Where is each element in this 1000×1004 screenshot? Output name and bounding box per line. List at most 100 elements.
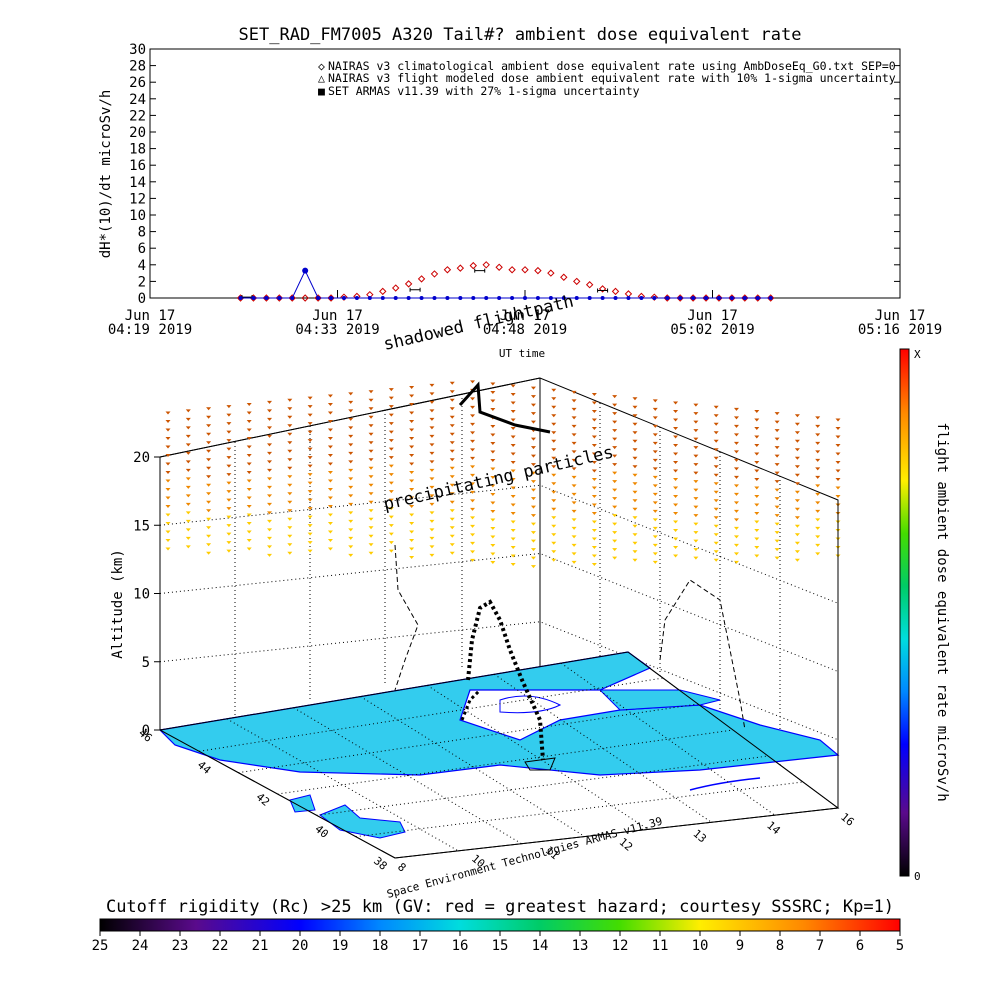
particle-marker	[246, 488, 252, 492]
particle-marker	[693, 480, 699, 484]
climatological-point	[417, 275, 426, 283]
climatological-point	[728, 294, 736, 302]
climatological-point	[301, 294, 309, 302]
particle-marker	[551, 473, 557, 477]
particle-marker	[307, 549, 313, 553]
y-tick-label: 24	[129, 92, 146, 108]
altitude-grid-line	[159, 552, 839, 672]
armas-point	[678, 296, 683, 300]
climatological-point	[534, 266, 542, 275]
particle-marker	[388, 541, 394, 545]
particle-marker	[713, 516, 719, 520]
particle-marker	[673, 512, 679, 516]
particle-marker	[388, 498, 394, 502]
particle-marker	[652, 458, 658, 462]
particle-marker	[470, 533, 476, 537]
particle-marker	[612, 531, 618, 535]
particle-marker	[551, 405, 557, 409]
particle-marker	[368, 492, 374, 496]
particle-marker	[388, 405, 394, 409]
rigidity-tick-label: 19	[332, 938, 349, 954]
particle-marker	[713, 499, 719, 503]
particle-marker	[206, 517, 212, 521]
climatological-point	[521, 266, 529, 274]
particle-marker	[246, 462, 252, 466]
particle-marker	[348, 434, 354, 438]
particle-marker	[815, 458, 821, 462]
particle-marker	[632, 397, 638, 401]
particle-marker	[267, 417, 273, 421]
particle-marker	[185, 545, 191, 549]
particle-marker	[632, 439, 638, 443]
particle-marker	[815, 552, 821, 556]
armas-point	[419, 296, 424, 300]
particle-marker	[246, 496, 252, 500]
particle-marker	[449, 449, 455, 453]
rigidity-tick-label: 14	[532, 938, 549, 954]
particle-marker	[348, 545, 354, 549]
particle-marker	[409, 403, 415, 407]
particle-marker	[510, 435, 516, 439]
particle-marker	[206, 475, 212, 479]
particle-marker	[409, 539, 415, 543]
particle-marker	[165, 445, 171, 449]
particle-marker	[510, 520, 516, 524]
particle-marker	[429, 519, 435, 523]
particle-marker	[226, 541, 232, 545]
armas-point	[406, 296, 411, 300]
altitude-axis: 0 5 10 15 20	[133, 450, 160, 739]
armas-point	[471, 296, 476, 300]
y-tick-label: 6	[138, 241, 146, 257]
particle-marker	[368, 500, 374, 504]
particle-marker	[733, 526, 739, 530]
climatological-point	[340, 293, 348, 301]
particle-marker	[693, 556, 699, 560]
particle-marker	[510, 529, 516, 533]
particle-marker	[673, 452, 679, 456]
vertical-grid	[234, 394, 781, 785]
particle-marker	[733, 552, 739, 556]
particle-marker	[470, 431, 476, 435]
y-tick-label: 18	[129, 142, 146, 158]
dose-colorbar	[899, 348, 910, 877]
particle-marker	[673, 554, 679, 558]
particle-marker	[530, 463, 536, 467]
particle-marker	[815, 433, 821, 437]
x-axis-label: UT time	[499, 347, 545, 360]
particle-marker	[185, 417, 191, 421]
particle-marker	[794, 473, 800, 477]
particle-marker	[774, 420, 780, 424]
particle-marker	[470, 405, 476, 409]
particle-marker	[449, 432, 455, 436]
legend-label-flight-modeled: NAIRAS v3 flight modeled dose ambient eq…	[328, 71, 896, 85]
particle-marker	[226, 422, 232, 426]
particle-marker	[368, 407, 374, 411]
particle-marker	[226, 456, 232, 460]
particle-marker	[165, 420, 171, 423]
particle-marker	[571, 484, 577, 488]
particle-marker	[693, 463, 699, 467]
armas-point	[510, 296, 515, 300]
particle-marker	[165, 496, 171, 500]
particle-marker	[307, 481, 313, 485]
climatological-point	[469, 261, 477, 270]
particle-marker	[388, 430, 394, 434]
particle-marker	[429, 553, 435, 557]
particle-marker	[348, 502, 354, 506]
particle-marker	[429, 426, 435, 430]
climatological-point	[495, 263, 503, 271]
particle-marker	[287, 534, 293, 538]
armas-point	[445, 296, 450, 300]
rigidity-tick-label: 20	[292, 938, 309, 954]
particle-marker	[551, 499, 557, 503]
particle-marker	[733, 424, 739, 428]
armas-point	[665, 296, 670, 300]
particle-marker	[510, 478, 516, 482]
legend-symbol-climatological: ◇	[318, 59, 325, 73]
legend-symbol-armas: ■	[318, 84, 325, 98]
particle-marker	[794, 414, 800, 418]
particle-marker	[206, 432, 212, 436]
particle-marker	[652, 560, 658, 564]
rigidity-tick-label: 25	[92, 938, 109, 954]
longitude-tick-label: 8	[395, 860, 408, 874]
